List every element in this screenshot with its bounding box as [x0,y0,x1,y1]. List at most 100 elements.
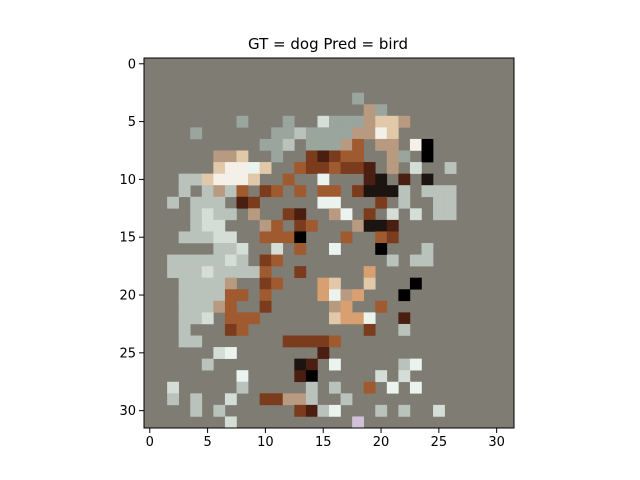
pixel-cell [248,196,260,209]
pixel-cell [271,150,284,163]
pixel-cell [259,289,272,302]
pixel-cell [294,393,307,406]
pixel-cell [398,115,411,128]
pixel-cell [363,381,376,394]
y-tick-label: 0 [128,57,136,72]
x-tick-label: 20 [373,435,390,450]
pixel-cell [444,162,457,174]
pixel-cell [352,289,364,302]
pixel-cell [271,393,284,406]
pixel-cell [236,266,249,278]
pixel-cell [190,219,203,232]
pixel-cell [271,254,284,267]
pixel-cell [201,219,214,232]
pixel-cell [282,138,295,151]
pixel-cell [236,115,249,128]
pixel-cell [259,393,272,406]
pixel-cell [305,404,318,417]
pixel-cell [329,196,341,209]
pixel-cell [224,150,237,163]
pixel-cell [294,370,307,383]
pixel-cell [224,185,237,198]
pixel-cell [259,219,272,232]
pixel-cell [236,381,249,394]
x-axis: 0 5 10 15 20 25 30 [146,428,505,450]
pixel-cell [305,219,318,232]
pixel-cell [248,173,260,186]
pixel-cell [213,277,226,290]
pixel-cell [224,162,237,174]
pixel-cell [317,185,330,198]
pixel-cell [178,231,191,244]
pixel-cell [352,162,364,174]
x-tick-label: 0 [146,435,154,450]
pixel-cell [329,150,341,163]
pixel-cell [317,173,330,186]
y-tick-label: 25 [119,346,136,361]
pixel-cell [294,404,307,417]
pixel-cell [294,185,307,198]
pixel-cell [224,416,237,429]
pixel-cell [224,231,237,244]
pixel-cell [236,173,249,186]
x-tick-label: 5 [203,435,211,450]
pixel-cell [271,277,284,290]
y-tick-label: 10 [119,173,136,188]
pixel-cell [178,312,191,325]
pixel-cell [352,312,364,325]
pixel-cell [398,312,411,325]
pixel-cell [386,150,399,163]
pixel-cell [340,312,353,325]
pixel-cell [178,300,191,313]
pixel-cell [421,173,434,186]
pixel-cell [213,289,226,302]
pixel-cell [317,162,330,174]
pixel-cell [224,173,237,186]
x-tick-label: 25 [431,435,448,450]
pixel-cell [433,404,445,417]
pixel-cell [190,127,203,140]
pixel-cell [409,208,422,221]
pixel-cell [340,289,353,302]
pixel-cell [444,196,457,209]
pixel-cell [317,289,330,302]
pixel-cell [398,370,411,383]
pixel-cell [224,300,237,313]
pixel-cell [363,104,376,117]
pixel-cell [224,277,237,290]
pixel-cell [190,289,203,302]
pixel-cell [259,277,272,290]
pixel-cell [224,208,237,221]
pixel-cell [340,150,353,163]
pixel-cell [317,150,330,163]
pixel-cell [190,254,203,267]
pixel-cell [363,162,376,174]
pixel-cell [213,254,226,267]
pixel-cell [386,254,399,267]
pixel-cell [421,150,434,163]
plot-area [143,57,515,429]
pixel-cell [340,300,353,313]
pixel-cell [421,243,434,255]
pixel-cell [167,254,179,267]
pixel-cell [386,115,399,128]
pixel-cell [294,358,307,371]
pixel-cell [409,381,422,394]
pixel-cell [305,127,318,140]
pixel-cell [398,323,411,336]
pixel-cell [444,208,457,221]
pixel-cell [352,92,364,105]
chart-title: GT = dog Pred = bird [248,35,408,53]
pixel-cell [236,196,249,209]
pixel-cell [317,127,330,140]
pixel-cell [305,335,318,348]
pixel-cell [259,138,272,151]
x-tick-label: 10 [257,435,274,450]
pixel-cell [224,393,237,406]
pixel-cell [259,300,272,313]
pixel-cell [444,185,457,198]
pixel-cell [398,289,411,302]
pixel-cell [190,393,203,406]
pixel-cell [190,266,203,278]
pixel-cell [282,335,295,348]
